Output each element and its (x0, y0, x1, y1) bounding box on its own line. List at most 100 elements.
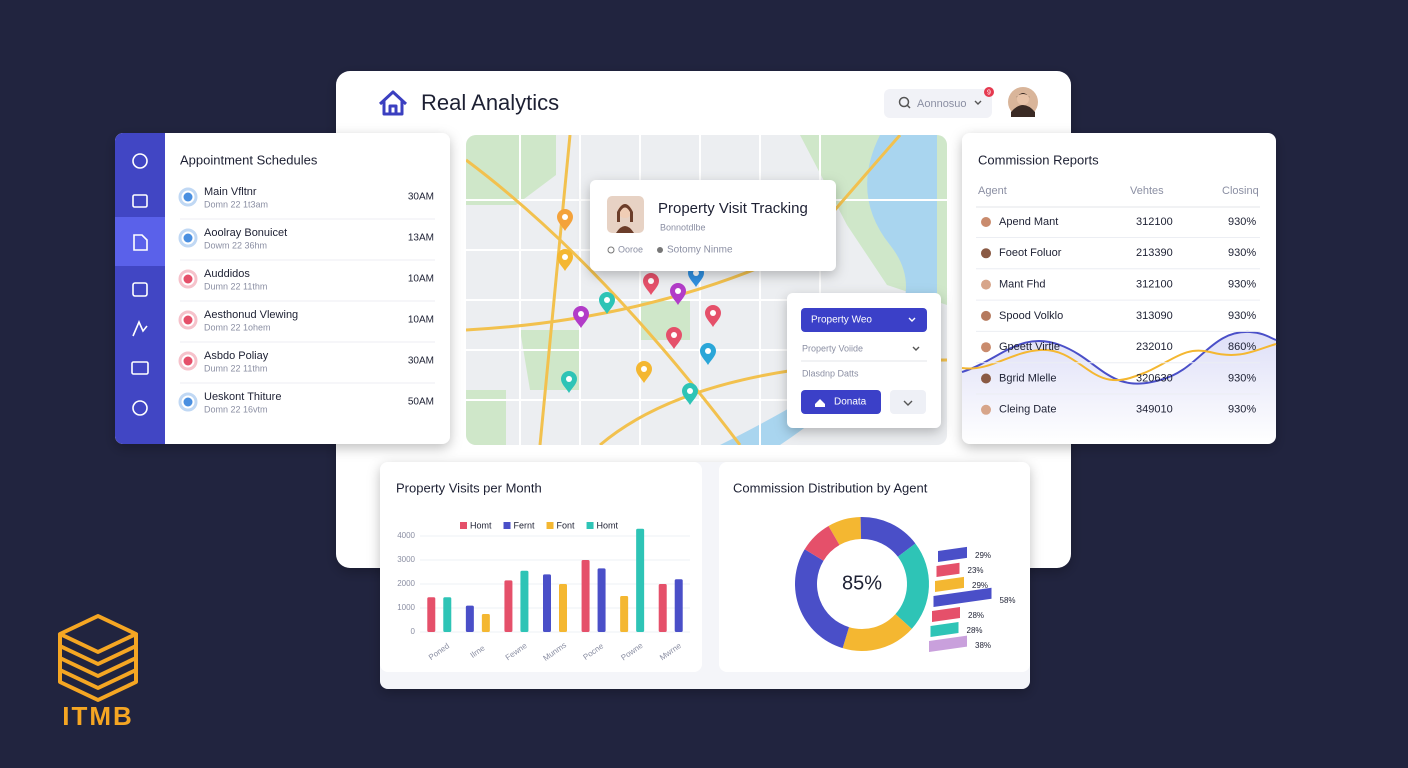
action-button[interactable] (801, 390, 881, 414)
appointment-detail: Dumn 22 11thm (204, 281, 267, 291)
search-chevron (974, 100, 982, 105)
closing-rate: 930% (1228, 279, 1256, 291)
bar (520, 570, 529, 632)
sales-value: 349010 (1136, 404, 1173, 416)
pin-dot (710, 310, 716, 316)
donut-segment (842, 614, 912, 651)
chevron (903, 400, 913, 406)
logo-text: ITMB (62, 701, 134, 731)
appointment-name[interactable]: Asbdo Poliay (204, 350, 269, 362)
sales-value: 313090 (1136, 310, 1173, 322)
breakdown-label: 29% (972, 581, 988, 590)
appointment-time: 50AM (408, 397, 434, 408)
nav-grid[interactable] (132, 194, 148, 208)
button-text: Donata (834, 397, 867, 408)
select-1[interactable] (801, 308, 927, 332)
nav-dashboard[interactable] (132, 153, 148, 169)
nav-docs[interactable] (133, 234, 148, 251)
appointment-name[interactable]: Main Vfltnr (204, 186, 257, 198)
bar (443, 597, 452, 632)
card-title: Property Visit Tracking (658, 200, 808, 217)
meta-icon (657, 247, 663, 253)
agent-name: Gpeett Virtle (999, 341, 1060, 353)
donut-segment (860, 517, 916, 557)
agent-avatar (981, 404, 991, 415)
header: Real Analytics Aonnosuo 9 (378, 87, 1038, 118)
avatar-face (1017, 93, 1029, 105)
breakdown-bar (938, 546, 967, 562)
filter-label: Dlasdnp Datts (802, 368, 859, 378)
status-dot (183, 356, 193, 366)
pin-dot (604, 297, 610, 303)
status-dot (183, 233, 193, 243)
search-text: Aonnosuo (917, 98, 967, 110)
chevron (908, 317, 916, 322)
photo-hair (616, 204, 634, 233)
breakdown-label: 23% (968, 566, 984, 575)
center-label: 85% (842, 572, 882, 594)
avatar-hair (1016, 93, 1030, 98)
nav-calendar[interactable] (132, 282, 148, 297)
nav-settings[interactable] (132, 400, 148, 416)
y-tick-label: 4000 (397, 531, 415, 540)
card-title: Commission Reports (978, 152, 1099, 167)
appointment-name[interactable]: Aesthonud Vlewing (204, 309, 298, 321)
appointment-name[interactable]: Auddidos (204, 268, 250, 280)
sidebar-icons (131, 153, 149, 416)
pin-dot (705, 348, 711, 354)
pin-dot (687, 388, 693, 394)
appointment-name[interactable]: Aoolray Bonuicet (204, 227, 287, 239)
breakdown-label: 28% (967, 626, 983, 635)
status-dot (183, 397, 193, 407)
card-title: Appointment Schedules (180, 152, 318, 167)
appointment-name[interactable]: Ueskont Thiture (204, 391, 281, 403)
trend-line (961, 343, 1277, 381)
agent-avatar (981, 279, 991, 290)
search-box[interactable] (884, 89, 992, 118)
avatar-body (1011, 105, 1035, 117)
legend-label: Fernt (514, 520, 536, 530)
nav-mail[interactable] (131, 361, 149, 375)
breakdown-bar (930, 622, 959, 637)
agent-name: Apend Mant (999, 216, 1058, 228)
column-header: Vehtes (1130, 185, 1164, 197)
select-2-text[interactable]: Property Voiide (802, 343, 863, 353)
secondary-button[interactable] (890, 390, 926, 414)
agent-name: Bgrid Mlelle (999, 372, 1056, 384)
pin-dot (671, 332, 677, 338)
status-dot (183, 192, 193, 202)
commission-card: Commission Reports Agent Vehtes Closinq Ape… (961, 133, 1277, 444)
appointment-time: 30AM (408, 356, 434, 367)
bar (620, 596, 629, 632)
notification-count: 9 (987, 89, 991, 96)
breakdown-bar (936, 562, 960, 577)
column-header: Agent (978, 185, 1007, 197)
breakdown-label: 29% (975, 551, 991, 560)
sales-value: 232010 (1136, 341, 1173, 353)
pin-dot (562, 214, 568, 220)
legend-swatch (586, 522, 594, 529)
closing-rate: 930% (1228, 247, 1256, 259)
nav-analytics[interactable] (132, 320, 148, 337)
closing-rate: 860% (1228, 341, 1256, 353)
agent-avatar (981, 373, 991, 384)
chart-title: Commission Distribution by Agent (733, 480, 928, 495)
notification-badge (984, 87, 994, 97)
agent-avatar (981, 217, 991, 227)
agent-name: Cleing Date (999, 404, 1056, 416)
bar (674, 579, 683, 632)
logo-mark (58, 614, 138, 702)
appointment-time: 10AM (408, 274, 434, 285)
appointment-detail: Domn 22 16vtm (204, 404, 268, 414)
pin-dot (693, 270, 699, 276)
card-bg (590, 180, 836, 271)
legend-swatch (460, 522, 467, 529)
chart-title: Property Visits per Month (396, 480, 542, 495)
bar (504, 580, 513, 632)
select-1-text: Property Weo (811, 315, 872, 326)
bar (559, 584, 567, 632)
sales-value: 320630 (1136, 372, 1173, 384)
trend-area (962, 331, 1276, 444)
